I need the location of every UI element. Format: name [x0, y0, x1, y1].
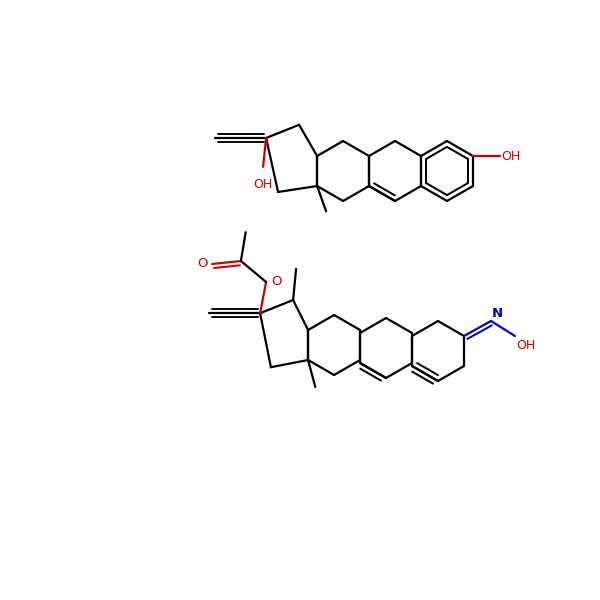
- Text: O: O: [271, 275, 281, 289]
- Text: N: N: [492, 307, 503, 320]
- Text: O: O: [197, 257, 207, 271]
- Text: OH: OH: [516, 339, 535, 352]
- Text: OH: OH: [253, 178, 273, 191]
- Text: OH: OH: [501, 149, 520, 163]
